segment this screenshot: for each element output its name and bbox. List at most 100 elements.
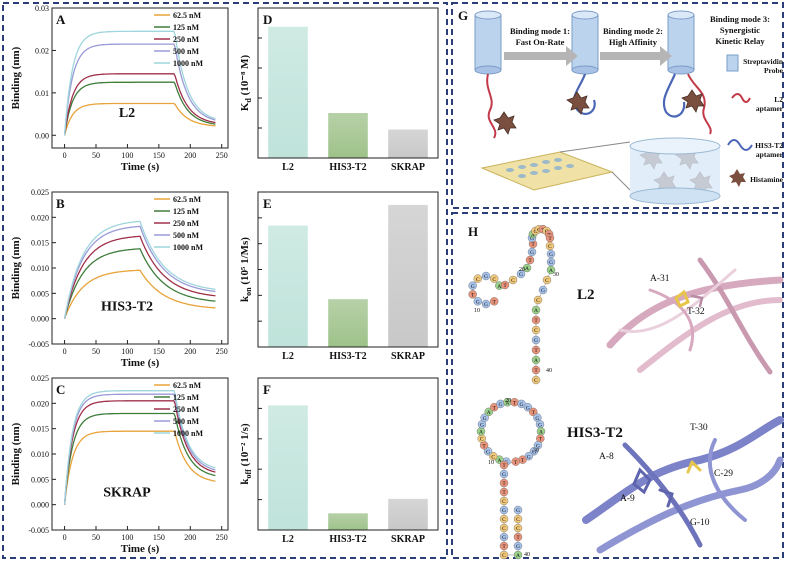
legend-label: 62.5 nM	[173, 11, 201, 20]
series-line-250nm	[63, 73, 216, 136]
panel-label-g: G	[458, 8, 468, 23]
nucleotide	[511, 457, 520, 466]
plot-frame	[257, 377, 439, 531]
category-label: HIS3-T2	[329, 162, 366, 173]
nucleotide	[513, 505, 523, 515]
y-tick-label: 0.02	[35, 46, 49, 55]
nucleotide-letter: A	[534, 358, 538, 364]
x-tick-label: 100	[121, 533, 133, 542]
x-tick-label: 200	[184, 347, 196, 356]
nucleotide-letter: T	[528, 258, 532, 264]
l2-secondary-structure: TGGTGCGCATCGATGTGACCTCTTCGGACGCATCGTATC1…	[468, 225, 559, 384]
bar-l2	[268, 26, 308, 158]
panel-h-structures: H TGGTGCGCATCGATGTGACCTCTTCGGACGCATCGTAT…	[468, 224, 784, 560]
y-tick-label: 0.005	[31, 289, 49, 298]
his-residue-a8: A-8	[599, 452, 614, 462]
series-line-62.5nm	[63, 430, 216, 505]
nucleotide-letter: G	[536, 443, 540, 449]
nucleotide	[499, 541, 509, 551]
series-line-62.5nm	[63, 102, 216, 136]
nucleotide	[483, 447, 493, 456]
l2-structure-label: L2	[577, 287, 595, 303]
panel-label-b: B	[56, 196, 65, 211]
y-axis-label: Kd (10⁻⁸ M)	[239, 54, 253, 111]
nucleotide-letter: A	[549, 268, 553, 274]
nucleotide	[473, 274, 482, 283]
bar-skrap	[388, 129, 428, 158]
nucleotide-letter: A	[525, 266, 529, 272]
nucleotide	[499, 550, 509, 560]
nucleotide	[480, 413, 489, 422]
panel-label-e: E	[263, 196, 272, 211]
series-line-62.5nm	[63, 269, 216, 319]
legend-label: 500 nM	[173, 231, 199, 240]
nucleotide	[533, 441, 543, 450]
series-line-125nm	[63, 248, 216, 319]
nucleotide-letter: A	[505, 400, 509, 406]
mode1-title: Binding mode 1:	[510, 26, 570, 36]
y-axis-label: koff (10⁻² 1/s)	[239, 423, 253, 485]
nucleotide	[499, 460, 509, 470]
nucleotide-letter: C	[476, 277, 480, 283]
nucleotide-letter: G	[541, 288, 545, 294]
nucleotide-letter: T	[502, 544, 506, 550]
sequence-number: 20	[505, 398, 511, 404]
panel-label-f: F	[263, 382, 271, 397]
nucleotide-letter: C	[534, 378, 538, 384]
nucleotide-letter: G	[549, 252, 553, 258]
svg-text:HIS3-T2: HIS3-T2	[755, 141, 783, 150]
series-line-125nm	[63, 81, 216, 136]
nucleotide	[529, 447, 539, 456]
mode3-line2: Synergistic	[720, 25, 760, 35]
series-line-500nm	[63, 43, 216, 136]
nucleotide	[481, 271, 491, 281]
nucleotide	[499, 523, 509, 533]
panel-g-schematic: G Binding mode 1: Fast On-Rate Binding m…	[458, 8, 784, 205]
x-tick-label: 150	[153, 533, 165, 542]
nucleotide-letter: G	[530, 236, 534, 242]
mode3-title: Binding mode 3:	[710, 14, 770, 24]
nucleotide	[490, 274, 499, 283]
nucleotide	[499, 505, 509, 515]
category-label: SKRAP	[391, 534, 425, 545]
nucleotide-letter: C	[502, 526, 506, 532]
panel-label-h: H	[468, 224, 478, 239]
mode1-subtitle: Fast On-Rate	[516, 37, 565, 47]
svg-text:Streptavidin: Streptavidin	[743, 57, 784, 66]
sequence-number: 30	[553, 272, 559, 278]
plot-frame	[257, 7, 439, 159]
nucleotide-letter: A	[516, 553, 520, 559]
nucleotide	[468, 290, 477, 299]
y-axis-label: Binding (nm)	[10, 422, 22, 485]
nucleotide	[500, 280, 510, 290]
sequence-number: 10	[488, 460, 494, 466]
probe-cylinder-3	[667, 10, 695, 75]
l2-3d-model: A-31 T-32	[606, 257, 784, 375]
category-label: SKRAP	[391, 351, 425, 362]
nucleotide-letter: G	[484, 302, 488, 308]
legend-label: 1000 nM	[173, 243, 203, 252]
nucleotide-letter: C	[502, 553, 506, 559]
aptamer-label: SKRAP	[103, 486, 151, 501]
nucleotide-letter: G	[486, 449, 490, 455]
nucleotide	[499, 478, 509, 488]
mode2-title: Binding mode 2:	[603, 26, 663, 36]
nucleotide-letter: G	[527, 454, 531, 460]
nucleotide-letter: T	[502, 490, 506, 496]
nucleotide	[546, 265, 556, 275]
nucleotide-letter: G	[480, 423, 484, 429]
panel-b-binding-chart: 0 50 100 150 200 250 -0.005 0.000 0.005 0.010 0.01…	[10, 188, 229, 369]
nucleotide-letter: A	[539, 430, 543, 436]
mode3-line3: Kinetic Relay	[715, 36, 765, 46]
nucleotide	[513, 514, 523, 524]
nucleotide	[499, 496, 509, 506]
nucleotide-letter: T	[521, 458, 525, 464]
l2-residue-a31: A-31	[650, 274, 670, 284]
y-tick-label: 0.010	[31, 264, 49, 273]
nucleotide-letter: T	[532, 410, 536, 416]
nucleotide	[499, 487, 509, 497]
nucleotide-letter: G	[526, 405, 530, 411]
legend-label: 500 nM	[173, 47, 199, 56]
category-label: L2	[282, 351, 294, 362]
y-tick-label: 0.03	[35, 4, 49, 13]
